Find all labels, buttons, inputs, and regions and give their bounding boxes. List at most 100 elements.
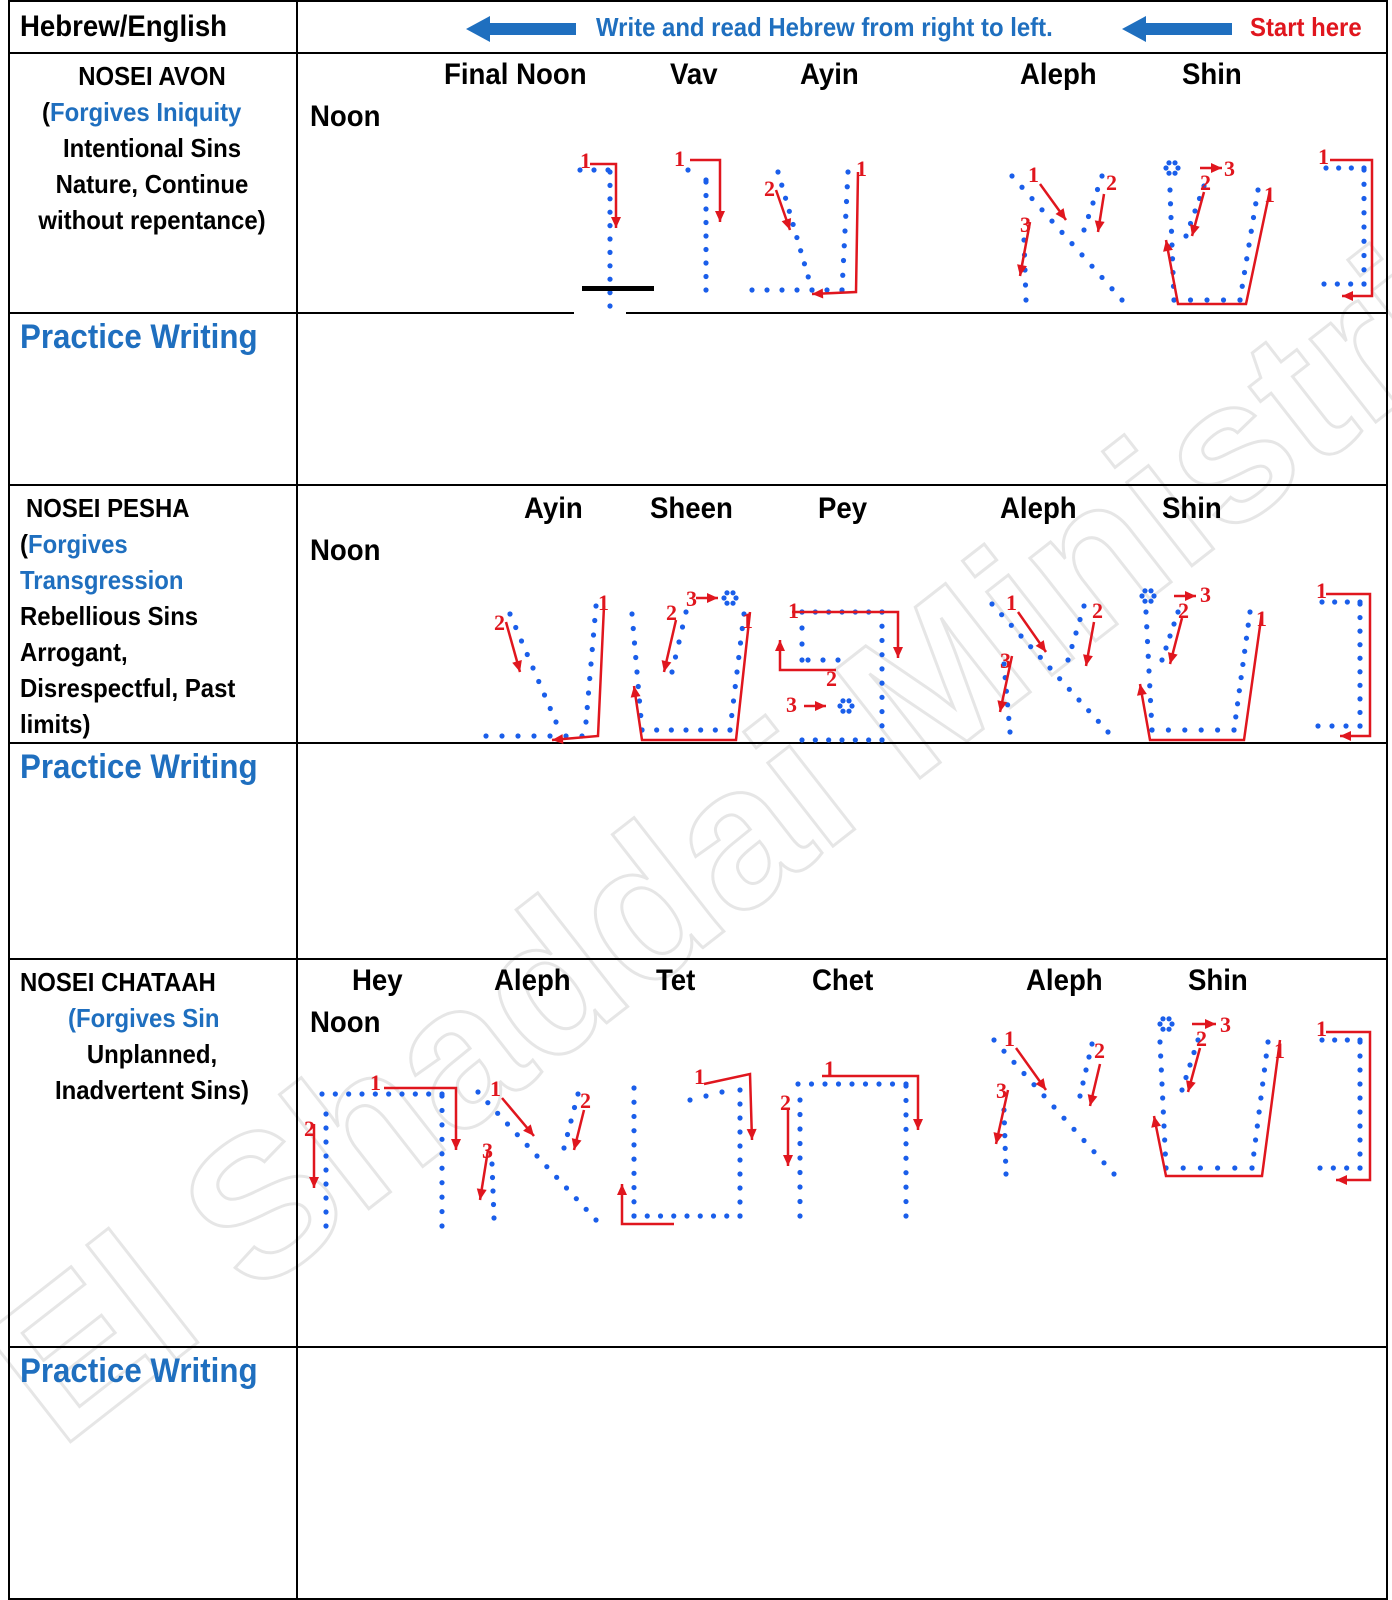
trace-dot [721, 595, 727, 601]
trace-dot [1232, 1165, 1238, 1171]
stroke-arrow [1138, 611, 1264, 742]
trace-dot [593, 603, 599, 609]
trace-dot [842, 228, 848, 234]
trace-dot [592, 617, 598, 624]
arrow-head-icon [1186, 1080, 1196, 1092]
trace-dot [439, 1180, 445, 1186]
trace-dot [797, 1213, 803, 1219]
trace-dot [561, 1145, 567, 1151]
trace-dot [1183, 1074, 1189, 1081]
row-description: without repentance) [38, 205, 266, 235]
trace-dot [724, 1213, 730, 1219]
trace-dot [587, 675, 593, 682]
trace-dot [634, 669, 640, 675]
trace-dot [584, 704, 590, 711]
trace-dot [1215, 727, 1221, 733]
column-header: Hebrew/English [20, 10, 228, 43]
trace-dot [1105, 729, 1111, 735]
trace-dot [879, 723, 885, 729]
trace-dot [710, 1213, 717, 1219]
trace-dot [1231, 727, 1237, 733]
arrow-head-icon [1083, 654, 1093, 666]
trace-dot [1168, 214, 1174, 221]
trace-dot [607, 236, 613, 242]
trace-dot [1160, 1109, 1166, 1115]
trace-dot [1195, 1037, 1201, 1043]
stroke-number: 2 [580, 1088, 591, 1113]
trace-dot [1080, 1080, 1086, 1086]
trace-dot [852, 737, 858, 743]
trace-dot [1357, 1067, 1363, 1073]
trace-dot [849, 1081, 855, 1087]
trace-dot [1171, 621, 1177, 627]
trace-dot [1344, 1165, 1350, 1171]
trace-dot [812, 737, 818, 743]
trace-dot [439, 1194, 445, 1200]
trace-dot [797, 1155, 803, 1161]
trace-dot [719, 1089, 725, 1095]
trace-dot [727, 727, 733, 733]
arrow-head-icon [476, 1188, 487, 1200]
trace-dot [319, 1091, 325, 1097]
trace-dot [779, 182, 785, 188]
stroke-arrow [384, 1086, 458, 1150]
trace-dot [518, 638, 525, 644]
trace-dot [799, 625, 805, 631]
trace-dot [1239, 283, 1245, 289]
trace-dot [1039, 207, 1045, 213]
trace-dot [703, 206, 709, 212]
letter-name: Aleph [1020, 58, 1097, 91]
trace-dot [399, 1091, 405, 1097]
trace-dot [541, 692, 548, 698]
trace-dot [903, 1126, 909, 1132]
trace-dot [439, 1208, 445, 1215]
trace-dot [737, 1087, 743, 1093]
trace-dot [687, 1097, 693, 1103]
arrow-head-icon [1342, 291, 1353, 301]
trace-dot [1008, 622, 1014, 628]
trace-dot [1109, 286, 1115, 292]
trace-dot [703, 179, 709, 185]
trace-dot [1357, 1053, 1363, 1059]
trace-dot [824, 287, 830, 293]
arrow-head-icon [913, 1119, 923, 1130]
trace-dot [1215, 1165, 1221, 1171]
trace-dot [631, 640, 638, 646]
trace-dot [1169, 1021, 1175, 1027]
stroke-number: 1 [1274, 1038, 1285, 1063]
trace-dot [439, 1136, 445, 1142]
trace-dot [703, 273, 709, 280]
trace-dot [490, 1188, 496, 1194]
trace-dot [1147, 683, 1153, 689]
stroke-number: 2 [780, 1090, 791, 1115]
trace-dot [1158, 1053, 1164, 1059]
trace-dot [826, 737, 832, 743]
arrow-head-icon [783, 1155, 793, 1166]
trace-dot [573, 1196, 579, 1202]
stroke-arrow [590, 162, 618, 228]
trace-dot [1236, 688, 1242, 694]
trace-dot [536, 678, 542, 685]
trace-dot [631, 1199, 637, 1205]
trace-dot [1343, 723, 1349, 729]
trace-dot [323, 1181, 329, 1187]
trace-dot [879, 680, 885, 686]
trace-dot [698, 727, 704, 733]
trace-dot [1006, 715, 1012, 722]
trace-dot [1243, 635, 1250, 641]
trace-dot [1083, 1067, 1089, 1073]
trace-dot [849, 703, 855, 709]
letter-name: Aleph [1026, 964, 1103, 997]
trace-dot [1201, 183, 1207, 189]
trace-dot [631, 1113, 637, 1120]
arrow-head-icon [611, 217, 621, 228]
stroke-number: 1 [370, 1070, 381, 1095]
stroke-number: 3 [1000, 648, 1011, 673]
trace-dot [1001, 1120, 1008, 1126]
trace-dot [1169, 242, 1175, 248]
trace-dot [495, 1110, 501, 1116]
trace-dot [1089, 263, 1095, 269]
arrow-head-icon [1137, 684, 1147, 696]
trace-dot [1167, 633, 1173, 639]
letter-name: Shin [1188, 964, 1248, 997]
